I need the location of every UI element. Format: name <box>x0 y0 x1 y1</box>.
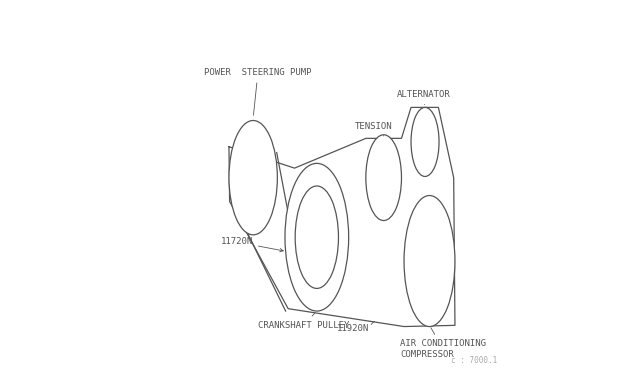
Text: AIR CONDITIONING
COMPRESSOR: AIR CONDITIONING COMPRESSOR <box>400 328 486 359</box>
Ellipse shape <box>295 186 339 288</box>
Ellipse shape <box>411 108 439 176</box>
Text: 11920N: 11920N <box>337 321 374 333</box>
Ellipse shape <box>229 121 277 235</box>
Ellipse shape <box>285 163 349 311</box>
Text: c : 7000.1: c : 7000.1 <box>451 356 497 365</box>
Text: CRANKSHAFT PULLEY: CRANKSHAFT PULLEY <box>258 313 349 330</box>
Text: POWER  STEERING PUMP: POWER STEERING PUMP <box>204 68 312 115</box>
Ellipse shape <box>366 135 401 221</box>
Text: TENSION: TENSION <box>355 122 392 136</box>
Text: ALTERNATOR: ALTERNATOR <box>396 90 450 105</box>
Ellipse shape <box>404 196 455 327</box>
Text: 11720N: 11720N <box>221 237 284 252</box>
